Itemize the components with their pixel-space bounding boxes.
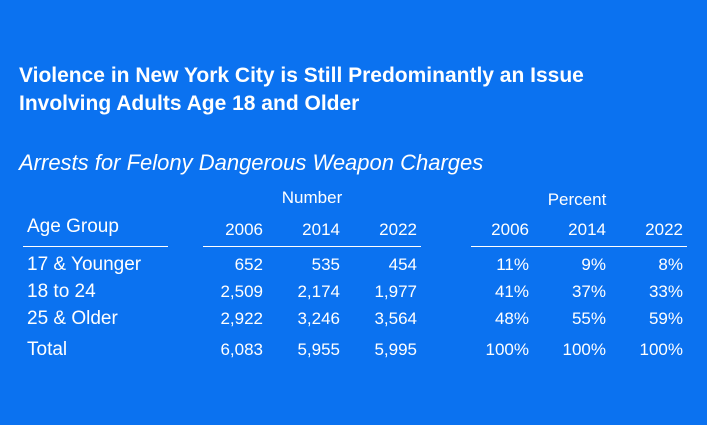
header-rule-age-group bbox=[23, 246, 168, 247]
percent-cell-2022: 33% bbox=[648, 282, 683, 301]
title-line-1: Violence in New York City is Still Predo… bbox=[19, 64, 584, 87]
group-header-number: Number bbox=[281, 188, 343, 207]
number-cell-2014: 5,955 bbox=[297, 340, 340, 359]
percent-cell-2014: 55% bbox=[571, 309, 606, 328]
number-cell-2006: 6,083 bbox=[220, 340, 263, 359]
number-cell-2014: 535 bbox=[311, 255, 340, 274]
number-cell-2006: 2,509 bbox=[220, 282, 263, 301]
table-row-label: 25 & Older bbox=[27, 308, 118, 329]
percent-cell-2014: 37% bbox=[571, 282, 606, 301]
percent-cell-2022: 8% bbox=[658, 255, 683, 274]
chart-title: Violence in New York City is Still Predo… bbox=[19, 62, 699, 118]
header-rule-percent bbox=[471, 246, 687, 247]
percent-cell-2006: 100% bbox=[485, 340, 529, 359]
title-line-2: Involving Adults Age 18 and Older bbox=[19, 92, 360, 115]
chart-subtitle: Arrests for Felony Dangerous Weapon Char… bbox=[19, 150, 484, 175]
total-row-label: Total bbox=[27, 339, 68, 360]
percent-cell-2014: 100% bbox=[562, 340, 606, 359]
number-cell-2006: 652 bbox=[234, 255, 263, 274]
table-row-label: 17 & Younger bbox=[27, 254, 142, 275]
percent-cell-2022: 59% bbox=[648, 309, 683, 328]
header-rule-number bbox=[203, 246, 421, 247]
number-cell-2014: 2,174 bbox=[297, 282, 340, 301]
percent-cell-2006: 48% bbox=[494, 309, 529, 328]
col-header-percent-2014: 2014 bbox=[568, 220, 606, 239]
col-header-percent-2022: 2022 bbox=[645, 220, 683, 239]
percent-cell-2006: 41% bbox=[494, 282, 529, 301]
col-header-number-2022: 2022 bbox=[379, 220, 417, 239]
col-header-number-2014: 2014 bbox=[302, 220, 340, 239]
group-header-percent: Percent bbox=[547, 190, 607, 209]
number-cell-2014: 3,246 bbox=[297, 309, 340, 328]
number-cell-2006: 2,922 bbox=[220, 309, 263, 328]
table-row-label: 18 to 24 bbox=[27, 281, 96, 302]
number-cell-2022: 5,995 bbox=[374, 340, 417, 359]
row-header-age-group: Age Group bbox=[27, 216, 119, 237]
percent-cell-2022: 100% bbox=[639, 340, 683, 359]
col-header-percent-2006: 2006 bbox=[491, 220, 529, 239]
number-cell-2022: 454 bbox=[388, 255, 417, 274]
percent-cell-2014: 9% bbox=[581, 255, 606, 274]
percent-cell-2006: 11% bbox=[496, 255, 529, 274]
number-cell-2022: 1,977 bbox=[374, 282, 417, 301]
number-cell-2022: 3,564 bbox=[374, 309, 417, 328]
col-header-number-2006: 2006 bbox=[225, 220, 263, 239]
